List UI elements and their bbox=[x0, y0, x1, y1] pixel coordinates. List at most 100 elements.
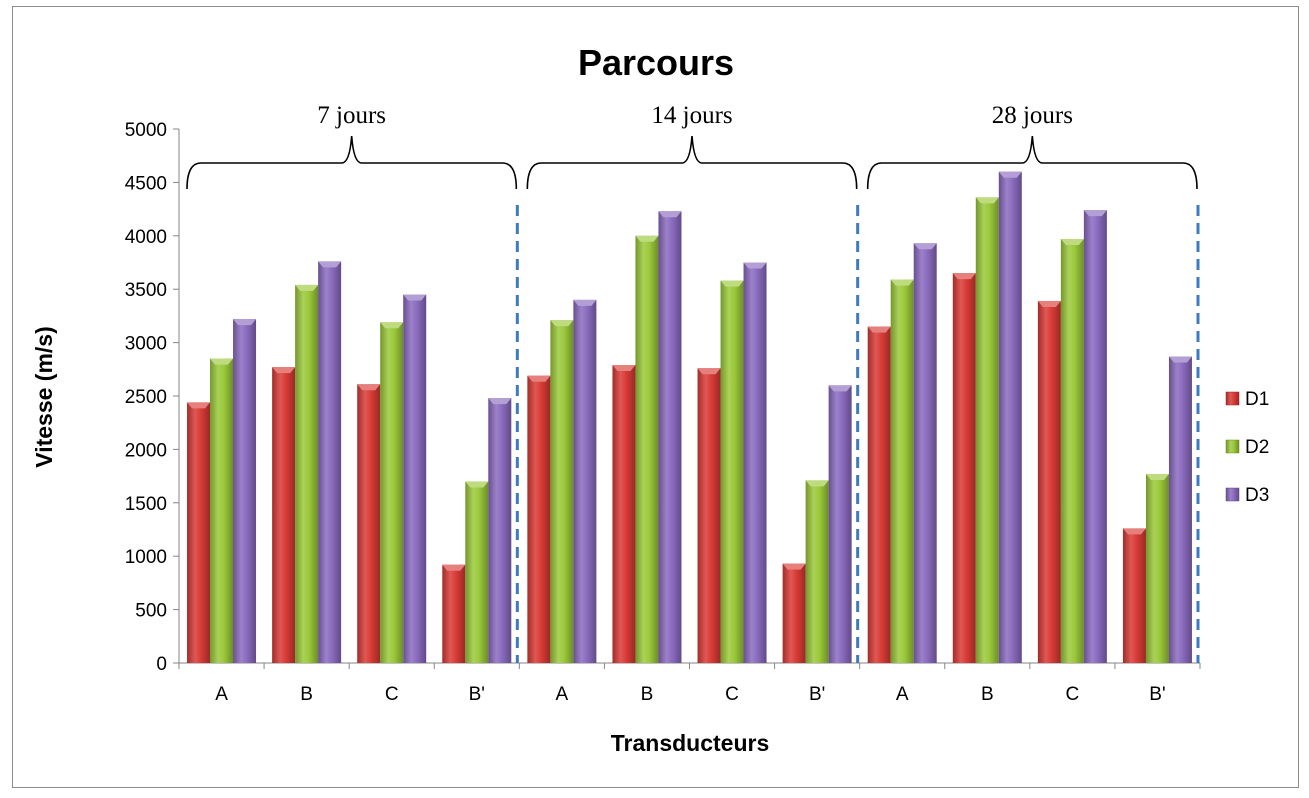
x-tick-label: B' bbox=[809, 684, 825, 705]
x-tick-label: B bbox=[641, 684, 654, 705]
bar-d1 bbox=[867, 326, 891, 663]
x-tick-label: A bbox=[556, 684, 569, 705]
group-bracket bbox=[526, 135, 858, 190]
bar-cap bbox=[573, 299, 597, 306]
legend-label: D2 bbox=[1245, 437, 1269, 458]
y-tick-label: 1500 bbox=[125, 494, 167, 515]
bar-cap bbox=[527, 375, 551, 382]
bar-cap bbox=[550, 320, 574, 327]
bar-d2 bbox=[295, 284, 319, 663]
x-tick-label: C bbox=[385, 684, 399, 705]
bar-cap bbox=[1145, 473, 1169, 480]
bar-d2 bbox=[890, 279, 914, 663]
bar-d1 bbox=[697, 368, 721, 663]
y-tick-label: 1000 bbox=[125, 547, 167, 568]
bar-cap bbox=[210, 358, 234, 365]
bar-cap bbox=[465, 481, 489, 488]
bar-cap bbox=[658, 211, 682, 218]
bar-d2 bbox=[465, 481, 489, 663]
y-tick-label: 2500 bbox=[125, 387, 167, 408]
x-tick-label: B bbox=[300, 684, 313, 705]
bar-cap bbox=[975, 197, 999, 204]
bar-cap bbox=[488, 398, 512, 405]
y-tick-label: 2000 bbox=[125, 440, 167, 461]
bar-cap bbox=[1122, 528, 1146, 535]
x-tick-label: C bbox=[1066, 684, 1080, 705]
bar-d2 bbox=[210, 358, 234, 663]
bar-d2 bbox=[635, 235, 659, 664]
bar-d1 bbox=[952, 273, 976, 663]
chart-title: Parcours bbox=[578, 42, 734, 83]
bar-d1 bbox=[1122, 528, 1146, 663]
group-bracket bbox=[186, 135, 518, 190]
bar-d1 bbox=[442, 564, 466, 663]
bar-d1 bbox=[272, 367, 296, 663]
bar-d3 bbox=[403, 294, 427, 663]
bar-cap bbox=[743, 262, 767, 269]
bar-d3 bbox=[318, 261, 342, 663]
group-separators bbox=[515, 205, 1200, 663]
x-axis-title: Transducteurs bbox=[611, 730, 770, 756]
bar-d1 bbox=[782, 563, 806, 663]
bar-d3 bbox=[658, 211, 682, 663]
y-axis: 0 500 1000 1500 2000 2500 3000 3500 4000 4500 5000 bbox=[125, 120, 180, 675]
bar-d3 bbox=[1083, 210, 1107, 663]
bar-cap bbox=[272, 367, 296, 374]
bar-cap bbox=[187, 402, 211, 409]
bars bbox=[187, 171, 1192, 664]
bar-cap bbox=[233, 319, 257, 326]
bar-d1 bbox=[1037, 300, 1061, 663]
group-label: 28 jours bbox=[992, 102, 1073, 129]
bar-cap bbox=[442, 564, 466, 571]
group-brackets: 7 jours 14 jours 28 jours bbox=[186, 102, 1198, 190]
x-tick-label: B bbox=[981, 684, 994, 705]
bar-cap bbox=[1037, 300, 1061, 307]
y-tick-label: 4500 bbox=[125, 173, 167, 194]
legend-label: D3 bbox=[1245, 485, 1269, 506]
bar-cap bbox=[952, 273, 976, 280]
bar-d3 bbox=[998, 171, 1022, 663]
bar-cap bbox=[403, 294, 427, 301]
legend-label: D1 bbox=[1245, 389, 1269, 410]
bar-cap bbox=[828, 385, 852, 392]
y-tick-label: 5000 bbox=[125, 120, 167, 141]
bar-cap bbox=[295, 284, 319, 291]
bar-d3 bbox=[488, 398, 512, 663]
bar-d2 bbox=[380, 322, 404, 663]
bar-cap bbox=[357, 384, 381, 391]
bar-d2 bbox=[1060, 239, 1084, 663]
y-tick-label: 3500 bbox=[125, 280, 167, 301]
bar-cap bbox=[635, 235, 659, 242]
bar-d1 bbox=[357, 384, 381, 663]
bar-d2 bbox=[975, 197, 999, 664]
legend-swatch bbox=[1225, 439, 1240, 454]
y-axis-title: Vitesse (m/s) bbox=[31, 326, 57, 467]
bar-cap bbox=[998, 171, 1022, 178]
bar-cap bbox=[890, 279, 914, 286]
bar-cap bbox=[720, 280, 744, 287]
bar-d3 bbox=[828, 385, 852, 663]
group-label: 14 jours bbox=[651, 102, 732, 129]
bar-cap bbox=[612, 365, 636, 372]
bar-d3 bbox=[233, 319, 257, 663]
bar-cap bbox=[805, 480, 829, 487]
bar-d2 bbox=[1145, 473, 1169, 663]
y-tick-label: 4000 bbox=[125, 227, 167, 248]
bar-cap bbox=[697, 368, 721, 375]
bar-cap bbox=[1060, 239, 1084, 246]
legend: D1 D2 D3 bbox=[1225, 389, 1269, 506]
bar-cap bbox=[318, 261, 342, 268]
x-tick-label: B' bbox=[469, 684, 485, 705]
group-label: 7 jours bbox=[317, 102, 386, 129]
x-tick-label: A bbox=[215, 684, 228, 705]
bar-d2 bbox=[805, 480, 829, 663]
bar-d3 bbox=[1168, 356, 1192, 663]
legend-swatch bbox=[1225, 391, 1240, 406]
y-tick-label: 0 bbox=[156, 654, 167, 675]
group-bracket bbox=[866, 135, 1198, 190]
bar-d3 bbox=[573, 299, 597, 663]
bar-cap bbox=[1083, 210, 1107, 217]
bar-cap bbox=[1168, 356, 1192, 363]
bar-d3 bbox=[743, 262, 767, 663]
